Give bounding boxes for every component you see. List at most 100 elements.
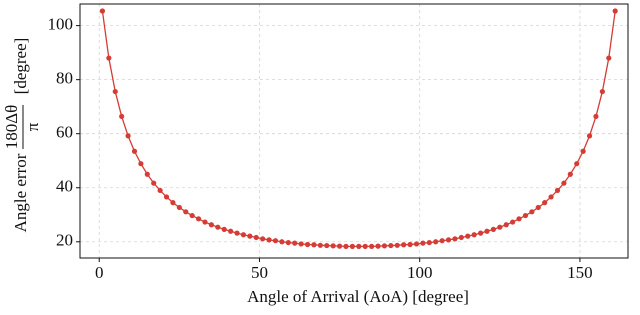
data-point — [228, 228, 234, 234]
data-point — [554, 187, 561, 194]
data-point — [580, 148, 586, 154]
data-point — [375, 243, 381, 249]
data-point — [311, 242, 317, 248]
data-point — [599, 88, 605, 95]
data-point — [439, 238, 445, 244]
data-point — [317, 242, 323, 248]
data-point — [407, 241, 413, 248]
x-tick-label: 50 — [251, 263, 268, 282]
data-point — [471, 232, 477, 238]
data-point — [542, 200, 548, 206]
y-label-denominator: π — [23, 122, 42, 131]
data-point — [586, 133, 593, 139]
data-point — [465, 233, 471, 239]
data-point — [176, 204, 182, 211]
data-point — [125, 133, 131, 139]
data-point — [253, 234, 259, 241]
data-line — [101, 10, 616, 248]
data-point — [304, 241, 311, 248]
data-point — [490, 226, 497, 232]
data-point — [221, 226, 227, 232]
data-point — [484, 228, 490, 234]
data-point — [292, 240, 298, 246]
data-point — [298, 241, 304, 247]
data-point — [612, 8, 618, 14]
y-tick-label: 100 — [48, 15, 74, 34]
data-point — [548, 194, 554, 200]
data-point — [119, 113, 125, 120]
data-point — [240, 232, 247, 238]
data-point — [510, 219, 516, 225]
data-point — [606, 55, 612, 61]
y-label-prefix: Angle error — [11, 153, 30, 232]
y-tick-label: 40 — [56, 177, 73, 196]
data-point — [189, 212, 195, 219]
data-point — [458, 234, 464, 241]
data-point — [394, 242, 400, 248]
data-point — [330, 243, 336, 249]
y-label-numerator: 180Δθ — [2, 105, 21, 150]
y-label-suffix: [degree] — [11, 38, 30, 95]
data-point — [388, 242, 394, 249]
data-point — [381, 243, 388, 249]
data-point — [272, 238, 279, 244]
data-point — [426, 239, 432, 246]
data-point — [215, 224, 221, 230]
data-point — [208, 222, 214, 228]
data-point — [369, 243, 375, 249]
data-point — [445, 237, 452, 243]
data-point — [477, 230, 484, 236]
data-point — [285, 239, 291, 246]
data-point — [413, 241, 420, 247]
data-point — [324, 242, 330, 249]
data-point — [151, 180, 157, 186]
data-point — [522, 212, 529, 219]
y-tick-label: 80 — [56, 69, 73, 88]
data-point — [401, 242, 407, 248]
data-point — [503, 222, 509, 228]
y-axis-label: Angle error 180Δθ π [degree] — [2, 38, 42, 233]
data-point — [433, 239, 439, 245]
data-point — [157, 187, 163, 194]
data-point — [362, 243, 368, 249]
data-point — [112, 88, 118, 95]
data-point — [574, 161, 580, 167]
data-point — [452, 236, 458, 242]
data-point — [356, 243, 362, 249]
data-point — [535, 204, 541, 211]
data-point — [99, 8, 106, 14]
data-point — [279, 239, 285, 245]
data-point — [131, 148, 138, 154]
data-point — [260, 236, 266, 242]
data-point — [202, 219, 208, 225]
data-point — [497, 224, 503, 230]
data-point — [561, 180, 567, 186]
data-point — [336, 243, 343, 249]
data-point — [529, 209, 535, 215]
x-tick-label: 100 — [407, 263, 433, 282]
data-point — [170, 200, 176, 206]
data-point — [247, 233, 253, 239]
data-point — [266, 237, 272, 243]
data-point — [183, 209, 189, 215]
data-point — [144, 171, 150, 177]
data-point — [138, 161, 144, 167]
data-point — [234, 230, 240, 236]
x-tick-label: 0 — [95, 263, 104, 282]
x-tick-label: 150 — [567, 263, 593, 282]
data-point — [195, 216, 202, 222]
plot-frame — [79, 3, 629, 259]
data-point — [593, 113, 599, 120]
data-point — [163, 194, 170, 200]
data-point — [106, 55, 112, 61]
data-point — [343, 243, 349, 249]
x-axis-label: Angle of Arrival (AoA) [degree] — [247, 287, 469, 306]
data-point — [567, 171, 573, 177]
y-tick-label: 60 — [56, 123, 73, 142]
y-tick-label: 20 — [56, 231, 73, 250]
data-point — [420, 240, 426, 246]
data-point — [516, 216, 522, 222]
data-point — [349, 243, 355, 249]
